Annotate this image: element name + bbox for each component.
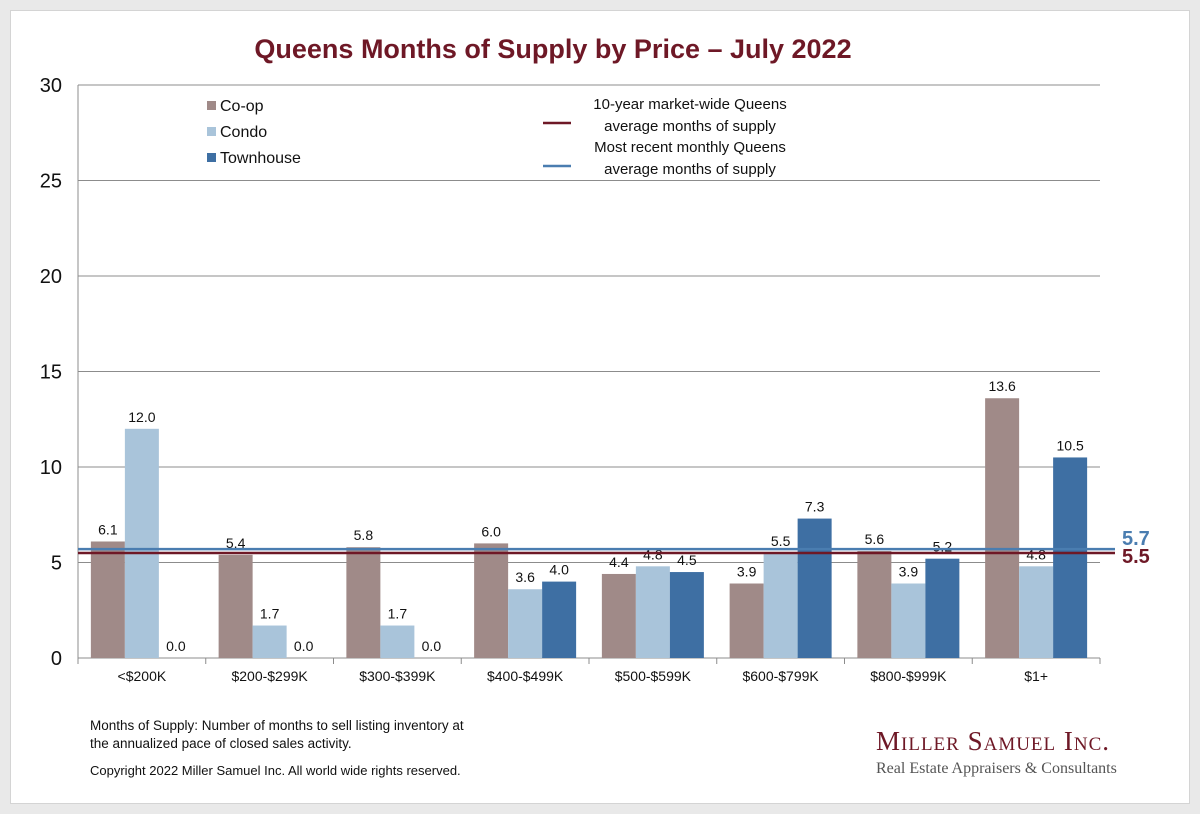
data-label: 0.0 [422,638,442,654]
legend-label: 10-year market-wide Queens [593,96,786,113]
bar [218,554,253,658]
y-tick-label: 15 [40,362,62,384]
data-label: 1.7 [388,606,408,622]
x-tick-label: $500-$599K [615,668,692,684]
logo-tagline: Real Estate Appraisers & Consultants [876,760,1117,777]
reference-line-value: 5.5 [1122,546,1150,568]
y-tick-label: 5 [51,553,62,575]
data-label: 5.2 [933,539,953,555]
data-label: 5.8 [354,527,374,543]
bar [635,566,670,658]
bar [925,558,960,658]
x-tick-label: $800-$999K [870,668,947,684]
bar [729,583,764,658]
bar [601,573,636,658]
data-label: 6.0 [481,523,501,539]
x-tick-label: $600-$799K [742,668,819,684]
legend-label: Townhouse [220,150,301,167]
copyright-text: Copyright 2022 Miller Samuel Inc. All wo… [90,763,461,778]
company-logo: Miller Samuel Inc. Real Estate Appraiser… [876,726,1136,778]
y-tick-label: 20 [40,266,62,288]
bar [90,541,125,658]
data-label: 3.9 [737,564,757,580]
reference-line-value: 5.7 [1122,528,1150,550]
bar [763,552,798,658]
bar [474,543,509,658]
bar [380,625,415,658]
x-tick-label: $400-$499K [487,668,564,684]
y-tick-label: 30 [40,75,62,97]
data-label: 5.6 [865,531,885,547]
data-label: 10.5 [1057,437,1084,453]
legend-label: Condo [220,124,267,141]
bar [542,581,577,658]
chart-title: Queens Months of Supply by Price – July … [254,34,852,64]
bar [891,583,926,658]
data-label: 4.0 [549,562,569,578]
data-label: 6.1 [98,521,118,537]
data-label: 0.0 [166,638,186,654]
bar [252,625,287,658]
y-tick-label: 25 [40,171,62,193]
y-tick-label: 10 [40,457,62,479]
legend-label: Co-op [220,98,264,115]
bar [985,398,1020,658]
legend-label: Most recent monthly Queens [594,139,786,156]
data-label: 4.4 [609,554,629,570]
footnote: Months of Supply: Number of months to se… [90,717,464,753]
bar [124,428,159,658]
legend-swatch [207,127,216,136]
data-label: 1.7 [260,606,280,622]
footnote-line-1: Months of Supply: Number of months to se… [90,718,464,733]
x-tick-label: $1+ [1024,668,1048,684]
data-label: 7.3 [805,499,825,515]
data-label: 3.9 [899,564,919,580]
legend-swatch [207,153,216,162]
y-tick-label: 0 [51,648,62,670]
x-tick-label: <$200K [118,668,167,684]
legend-label: average months of supply [604,161,776,178]
bar [1019,566,1054,658]
data-label: 0.0 [294,638,314,654]
bar [669,572,704,658]
legend-swatch [207,101,216,110]
bar [1053,457,1088,658]
data-label: 12.0 [128,409,155,425]
bar [346,547,381,658]
logo-name: Miller Samuel Inc. [876,726,1111,756]
data-label: 13.6 [989,378,1016,394]
bar [508,589,543,658]
data-label: 3.6 [515,569,535,585]
x-tick-label: $200-$299K [231,668,308,684]
x-tick-label: $300-$399K [359,668,436,684]
data-label: 4.5 [677,552,697,568]
bar [797,518,832,658]
bar [857,551,892,658]
data-label: 5.4 [226,535,246,551]
legend-label: average months of supply [604,118,776,135]
data-label: 5.5 [771,533,791,549]
footnote-line-2: the annualized pace of closed sales acti… [90,736,352,751]
